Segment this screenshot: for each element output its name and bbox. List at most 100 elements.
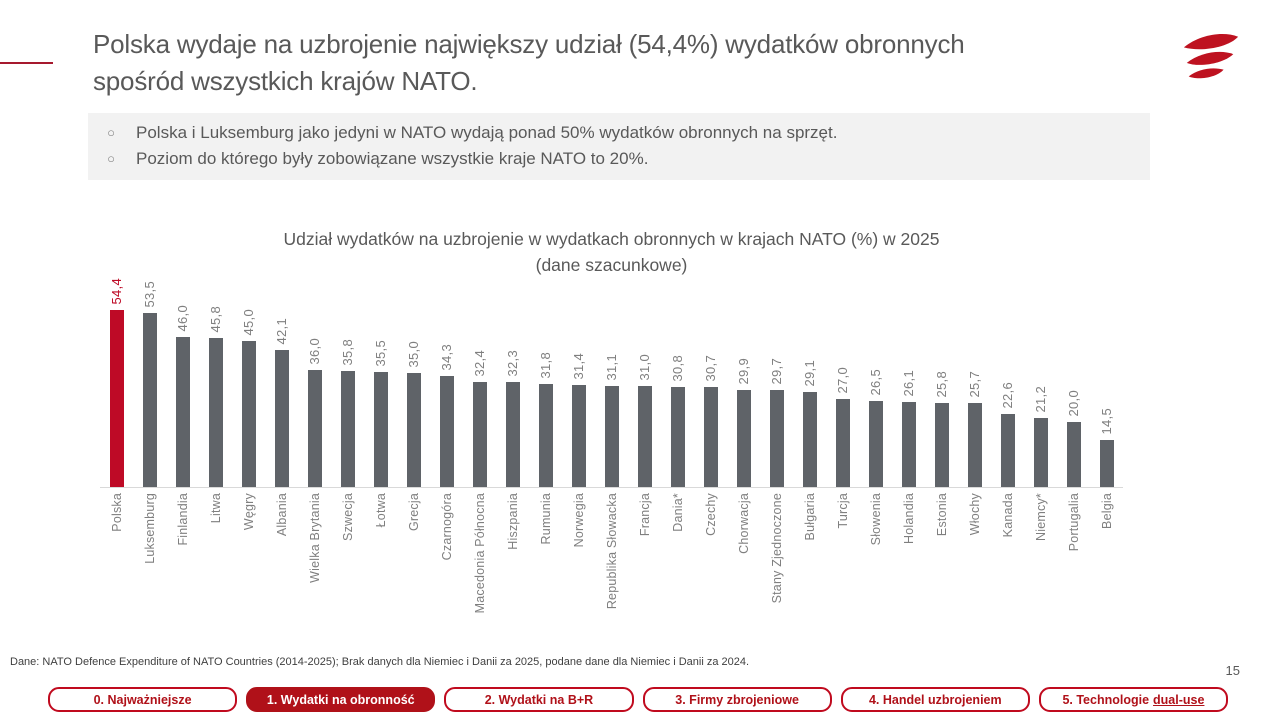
bar-value-label: 35,8 <box>340 339 355 366</box>
bar-label-wrap: Albania <box>265 493 298 536</box>
bar-label-wrap: Republika Słowacka <box>595 493 628 609</box>
bar-label-wrap: Stany Zjednoczone <box>760 493 793 603</box>
bar-value-label: 27,0 <box>835 367 850 394</box>
bar-value-label: 42,1 <box>274 318 289 345</box>
bar-value-wrap: 25,8 <box>925 371 958 398</box>
bar-value-wrap: 14,5 <box>1090 408 1123 435</box>
bar-value-wrap: 35,0 <box>397 341 430 368</box>
bar-value-wrap: 45,0 <box>232 309 265 336</box>
bar-slot: 32,3 Hiszpania <box>496 307 529 549</box>
bar-value-wrap: 25,7 <box>958 371 991 398</box>
bar-value-label: 21,2 <box>1033 386 1048 413</box>
bar <box>604 386 619 487</box>
bullet-circle-icon: ○ <box>107 151 115 166</box>
bar-label-wrap: Czarnogóra <box>430 493 463 560</box>
tab-najwa-niejsze[interactable]: 0. Najważniejsze <box>48 687 238 712</box>
bar-value-label: 26,5 <box>868 369 883 396</box>
bar-slot: 45,0 Węgry <box>232 307 265 530</box>
category-label: Czechy <box>703 493 718 536</box>
bar-value-label: 29,1 <box>802 360 817 387</box>
bar-slot: 32,4 Macedonia Północna <box>463 307 496 613</box>
bar-value-wrap: 26,5 <box>859 369 892 396</box>
tab-wydatki-na-b+r[interactable]: 2. Wydatki na B+R <box>444 687 634 712</box>
key-points-panel: ○ Polska i Luksemburg jako jedyni w NATO … <box>88 113 1150 180</box>
category-label: Stany Zjednoczone <box>769 493 784 604</box>
bar-label-wrap: Bułgaria <box>793 493 826 540</box>
bar <box>1099 440 1114 487</box>
logo-stroke-top <box>1183 34 1239 50</box>
bar-value-wrap: 35,5 <box>364 340 397 367</box>
logo-stroke-bottom <box>1188 68 1224 79</box>
bar-value-wrap: 22,6 <box>991 382 1024 409</box>
category-label: Łotwa <box>373 493 388 528</box>
bar-value-wrap: 30,8 <box>661 355 694 382</box>
bar-slot: 31,1 Republika Słowacka <box>595 307 628 609</box>
bar-value-label: 29,7 <box>769 358 784 385</box>
category-label: Norwegia <box>571 493 586 548</box>
bar-value-label: 31,1 <box>604 354 619 381</box>
bar-highlighted <box>109 310 124 487</box>
bar-slot: 45,8 Litwa <box>199 306 232 523</box>
bar-value-wrap: 53,5 <box>133 281 166 308</box>
category-label: Polska <box>109 493 124 532</box>
bar-slot: 22,6 Kanada <box>991 307 1024 537</box>
bar-value-label: 45,8 <box>208 306 223 333</box>
category-label: Szwecja <box>340 493 355 541</box>
bar-chart: 54,4 Polska 53,5 Luksemburg 46,0 Finlandia 45,… <box>100 278 1123 613</box>
tab-wydatki-na-obronno-[interactable]: 1. Wydatki na obronność <box>246 687 436 712</box>
bar-slot: 34,3 Czarnogóra <box>430 307 463 560</box>
bar <box>439 376 454 487</box>
bar <box>802 392 817 487</box>
bar-value-label: 31,4 <box>571 353 586 380</box>
bar-label-wrap: Belgia <box>1090 493 1123 529</box>
pie-flag-logo <box>1183 34 1239 79</box>
bar <box>142 313 157 487</box>
bar-label-wrap: Hiszpania <box>496 493 529 550</box>
bar-slot: 27,0 Turcja <box>826 307 859 528</box>
bar-value-wrap: 35,8 <box>331 339 364 366</box>
category-label: Macedonia Północna <box>472 493 487 614</box>
bar-value-label: 53,5 <box>142 281 157 308</box>
bar-value-wrap: 36,0 <box>298 338 331 365</box>
bar-slot: 14,5 Belgia <box>1090 307 1123 528</box>
category-label: Dania* <box>670 493 685 532</box>
bar-value-wrap: 32,4 <box>463 350 496 377</box>
tab-technologie[interactable]: 5. Technologie dual-use <box>1038 687 1229 712</box>
bar-value-wrap: 29,7 <box>760 358 793 385</box>
tab-handel-uzbrojeniem[interactable]: 4. Handel uzbrojeniem <box>840 687 1030 712</box>
category-label: Niemcy* <box>1033 493 1048 541</box>
bar-value-label: 31,8 <box>538 352 553 379</box>
bar-label-wrap: Polska <box>100 493 133 532</box>
bar-slot: 31,4 Norwegia <box>562 307 595 547</box>
bar-value-label: 36,0 <box>307 338 322 365</box>
bar <box>406 373 421 487</box>
bar-value-wrap: 26,1 <box>892 370 925 397</box>
bar-slot: 35,0 Grecja <box>397 307 430 531</box>
bar-value-label: 29,9 <box>736 358 751 385</box>
bar-value-label: 30,7 <box>703 355 718 382</box>
chart-title: Udział wydatków na uzbrojenie w wydatkac… <box>100 226 1123 278</box>
category-label: Grecja <box>406 493 421 532</box>
tab-label: 2. Wydatki na B+R <box>484 692 594 707</box>
bar <box>670 387 685 487</box>
bar-slot: 35,5 Łotwa <box>364 307 397 527</box>
bar-label-wrap: Szwecja <box>331 493 364 541</box>
bar <box>769 390 784 487</box>
bullet-text: Polska i Luksemburg jako jedyni w NATO w… <box>136 123 838 142</box>
bar <box>703 387 718 487</box>
accent-rule <box>0 62 53 64</box>
tab-label-underlined: dual-use <box>1153 692 1205 707</box>
bar-value-wrap: 29,9 <box>727 358 760 385</box>
bar-value-wrap: 54,4 <box>100 278 133 305</box>
bar-slot: 29,7 Stany Zjednoczone <box>760 307 793 603</box>
category-label: Francja <box>637 493 652 537</box>
bar-value-label: 25,7 <box>967 371 982 398</box>
bar <box>967 403 982 487</box>
tab-firmy-zbrojeniowe[interactable]: 3. Firmy zbrojeniowe <box>642 687 832 712</box>
bar-label-wrap: Estonia <box>925 493 958 536</box>
chart-title-line: Udział wydatków na uzbrojenie w wydatkac… <box>283 229 940 249</box>
category-label: Rumunia <box>538 493 553 545</box>
category-label: Włochy <box>967 493 982 536</box>
bar-value-wrap: 30,7 <box>694 355 727 382</box>
